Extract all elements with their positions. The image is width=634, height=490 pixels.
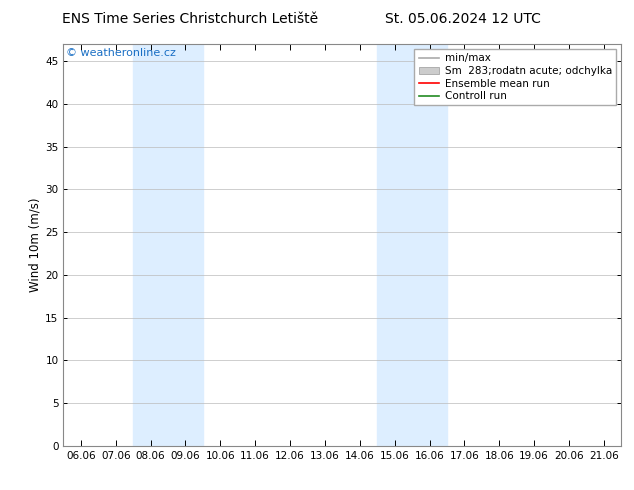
Y-axis label: Wind 10m (m/s): Wind 10m (m/s) (28, 198, 41, 292)
Text: ENS Time Series Christchurch Letiště: ENS Time Series Christchurch Letiště (62, 12, 318, 26)
Legend: min/max, Sm  283;rodatn acute; odchylka, Ensemble mean run, Controll run: min/max, Sm 283;rodatn acute; odchylka, … (415, 49, 616, 105)
Bar (133, 44, 203, 446)
Text: St. 05.06.2024 12 UTC: St. 05.06.2024 12 UTC (385, 12, 541, 26)
Bar (377, 44, 447, 446)
Text: © weatheronline.cz: © weatheronline.cz (66, 48, 176, 58)
